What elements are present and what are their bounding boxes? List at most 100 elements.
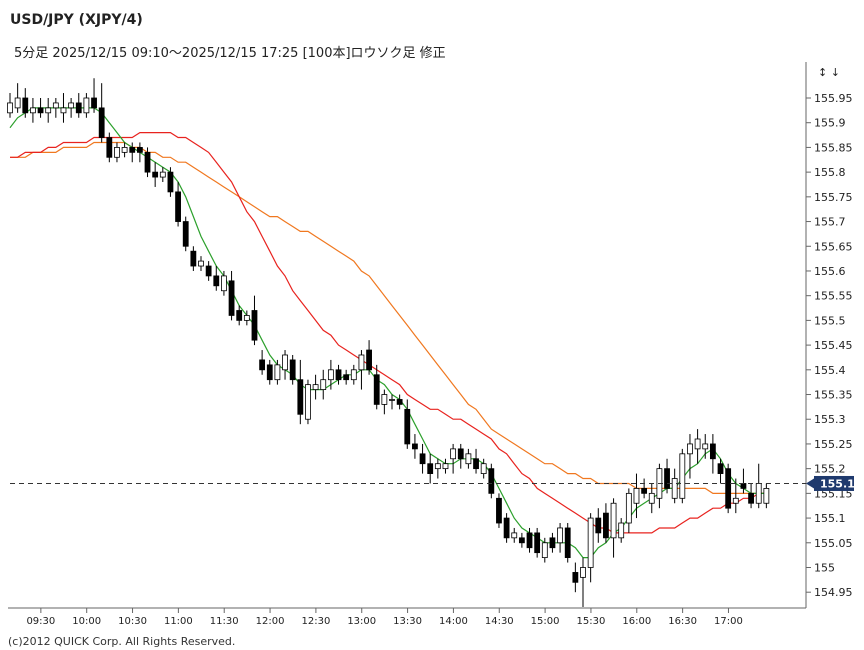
candle-body-up	[434, 463, 441, 470]
candle	[327, 359, 334, 390]
candle-body-up	[114, 147, 120, 158]
candle	[366, 340, 372, 375]
candle-body-down	[190, 250, 197, 267]
candle	[694, 429, 701, 464]
candle-body-up	[282, 354, 288, 371]
last-price-layer: 155.17	[10, 475, 862, 491]
candle	[83, 93, 90, 118]
candle-body-down	[496, 497, 502, 524]
ma-long-line	[10, 141, 767, 494]
candle	[221, 270, 227, 296]
candlestick-chart[interactable]: ↕ ↓ 155.95155.9155.85155.8155.75155.7155…	[0, 0, 864, 630]
y-axis: 155.95 155.9 155.85 155.8 155.75 155.7 155.65 1…	[806, 92, 853, 599]
candle	[45, 98, 52, 123]
candle	[144, 147, 151, 178]
candle	[259, 350, 266, 375]
y-tick-label: 155.85	[814, 141, 853, 154]
candle-body-down	[664, 468, 670, 489]
candle	[136, 142, 143, 163]
candle-body-up	[30, 107, 36, 114]
candle-layer	[7, 78, 770, 608]
y-tick-label: 155.05	[814, 537, 853, 550]
candle	[488, 463, 495, 499]
candle-body-up	[465, 453, 472, 465]
candle	[274, 359, 281, 385]
candle	[404, 399, 411, 449]
candle	[755, 463, 762, 509]
y-tick-label: 155.55	[814, 290, 853, 303]
candle	[732, 478, 739, 514]
moving-average-layer	[9, 107, 767, 559]
candle-body-down	[266, 364, 273, 381]
candle-body-down	[473, 458, 479, 470]
candle-body-down	[98, 107, 105, 138]
x-tick-label: 13:30	[393, 616, 422, 627]
candle-body-up	[52, 102, 59, 109]
candle-body-up	[755, 483, 762, 504]
candle	[228, 270, 235, 321]
candle	[702, 434, 709, 459]
candle	[763, 483, 770, 509]
candle	[427, 453, 434, 484]
candle	[518, 532, 525, 548]
y-tick-label: 155.5	[814, 314, 846, 327]
candle	[664, 458, 670, 494]
y-tick-label: 155.8	[814, 166, 846, 179]
candle-body-up	[83, 97, 90, 114]
candle-body-down	[259, 359, 266, 371]
candle	[266, 359, 273, 385]
chart-subtitle: 5分足 2025/12/15 09:10～2025/12/15 17:25 [1…	[14, 46, 446, 61]
candle-body-down	[419, 453, 426, 465]
y-tick-label: 155.1	[814, 512, 846, 525]
candle-body-down	[335, 369, 342, 381]
candle-body-down	[75, 102, 82, 114]
x-tick-label: 09:30	[26, 616, 55, 627]
candle-body-up	[679, 453, 686, 499]
ma-mid-line	[10, 132, 767, 534]
candle-body-up	[14, 97, 21, 109]
x-tick-label: 14:00	[439, 616, 468, 627]
x-tick-label: 11:00	[164, 616, 193, 627]
candle	[412, 434, 418, 459]
candle-body-down	[641, 488, 648, 494]
candle-body-down	[549, 537, 556, 549]
candle	[434, 458, 441, 479]
candle	[121, 142, 128, 158]
candle	[480, 458, 487, 479]
candle	[350, 364, 357, 385]
last-price-label: 155.17	[820, 477, 862, 490]
candle	[534, 527, 541, 558]
candle-body-down	[129, 147, 136, 153]
scroll-arrows-icon[interactable]: ↕ ↓	[818, 66, 840, 79]
candle	[297, 359, 304, 425]
candle-body-down	[37, 107, 44, 114]
candle	[473, 448, 479, 474]
candle-body-down	[518, 537, 525, 544]
candle-body-up	[511, 532, 518, 539]
candle-body-down	[205, 265, 212, 277]
x-tick-label: 14:30	[485, 616, 514, 627]
candle-body-down	[152, 171, 159, 178]
candle	[167, 167, 174, 197]
candle-body-down	[412, 443, 418, 450]
candle	[98, 83, 105, 143]
chart-title: USD/JPY (XJPY/4)	[10, 12, 143, 28]
candle	[75, 93, 82, 118]
candle-body-down	[526, 532, 533, 549]
candle	[465, 448, 472, 469]
candle	[442, 458, 449, 474]
candle	[289, 354, 296, 385]
copyright: (c)2012 QUICK Corp. All Rights Reserved.	[8, 635, 236, 648]
candle-body-up	[68, 102, 75, 109]
ma-short-line	[9, 107, 767, 559]
candle-body-down	[91, 97, 97, 109]
candle-body-up	[381, 394, 388, 405]
candle	[373, 364, 380, 410]
y-tick-label: 155.65	[814, 240, 853, 253]
candle	[343, 369, 350, 385]
candle-body-up	[121, 147, 128, 153]
candle-body-up	[687, 443, 693, 455]
candle	[22, 88, 29, 118]
candle	[503, 513, 510, 543]
candle	[457, 443, 464, 469]
